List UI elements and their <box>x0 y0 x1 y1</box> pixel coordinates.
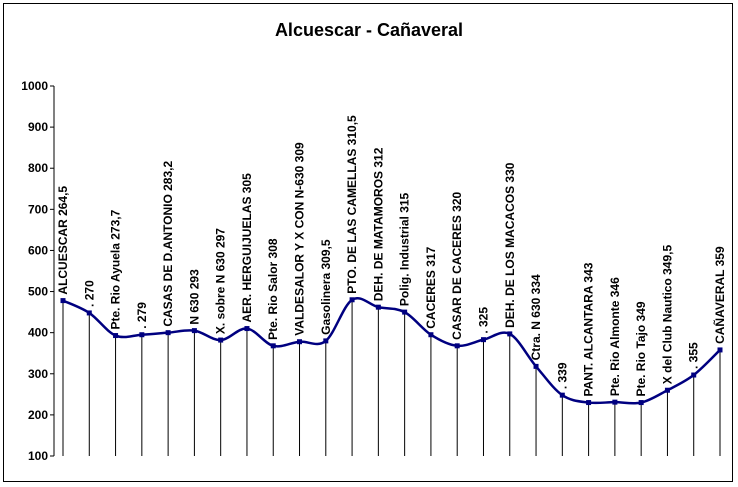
point-label: Pte. Rio Ayuela 273,7 <box>109 209 123 329</box>
data-point-marker <box>691 372 697 378</box>
point-label: Gasolinera 309,5 <box>319 239 333 335</box>
point-label: X. sobre N 630 297 <box>214 228 228 334</box>
point-label: . 325 <box>476 307 490 334</box>
point-label: DEH. DE MATAMOROS 312 <box>371 147 385 301</box>
point-label: . 270 <box>82 280 96 307</box>
data-point-marker <box>191 328 197 334</box>
point-label: Pte. Rio Tajo 349 <box>634 301 648 396</box>
data-point-marker <box>113 333 119 339</box>
point-label: CACERES 317 <box>424 246 438 328</box>
data-point-marker <box>480 337 486 343</box>
y-tick-label: 100 <box>28 449 48 463</box>
point-label: CAÑAVERAL 359 <box>712 246 727 344</box>
point-label: ALCUESCAR 264,5 <box>56 186 70 295</box>
data-point-marker <box>454 343 460 349</box>
point-label: . 279 <box>135 302 149 329</box>
data-point-marker <box>638 400 644 406</box>
drop-lines <box>62 299 721 456</box>
point-label: . 355 <box>687 342 701 369</box>
data-point-marker <box>375 304 381 310</box>
data-point-marker <box>86 310 92 316</box>
data-point-marker <box>612 399 618 405</box>
point-label: X del Club Nautico 349,5 <box>660 245 674 385</box>
data-point-marker <box>349 297 355 303</box>
data-point-marker <box>60 298 66 304</box>
data-point-marker <box>139 332 145 338</box>
point-label: Pte. Rio Salor 308 <box>266 238 280 340</box>
data-point-marker <box>533 363 539 369</box>
y-axis: 100 200 300 400 500 600 700 800 900 1000 <box>21 79 55 463</box>
y-tick-label: 600 <box>28 243 48 257</box>
point-label: Ctra. N 630 334 <box>529 274 543 360</box>
data-point-marker <box>717 347 723 353</box>
data-point-marker <box>165 330 171 336</box>
data-point-marker <box>270 343 276 349</box>
point-label: PTO. DE LAS CAMELLAS 310,5 <box>345 115 359 294</box>
data-point-marker <box>586 400 592 406</box>
data-point-marker <box>323 338 329 344</box>
data-point-marker <box>402 309 408 315</box>
point-label: VALDESALOR Y X CON N-630 309 <box>293 142 307 336</box>
point-label: AER. HERGUIJUELAS 305 <box>240 173 254 323</box>
y-tick-label: 700 <box>28 202 48 216</box>
data-point-marker <box>507 331 513 337</box>
data-point-marker <box>244 326 250 332</box>
y-tick-label: 200 <box>28 408 48 422</box>
y-tick-label: 400 <box>28 326 48 340</box>
y-tick-label: 300 <box>28 367 48 381</box>
point-label: CASAR DE CACERES 320 <box>450 191 464 339</box>
data-point-marker <box>218 337 224 343</box>
data-point-marker <box>297 339 303 345</box>
y-tick-label: 900 <box>28 120 48 134</box>
y-tick-label: 1000 <box>21 79 48 93</box>
point-labels: ALCUESCAR 264,5 . 270 Pte. Rio Ayuela 273,… <box>56 115 727 397</box>
chart-title: Alcuescar - Cañaveral <box>274 20 464 40</box>
point-label: Polig. Industrial 315 <box>398 192 412 306</box>
point-markers <box>60 297 723 406</box>
point-label: DEH. DE LOS MACACOS 330 <box>503 162 517 328</box>
data-point-marker <box>428 332 434 338</box>
y-tick-label: 800 <box>28 161 48 175</box>
data-point-marker <box>559 392 565 398</box>
data-point-marker <box>664 387 670 393</box>
point-label: N 630 293 <box>187 269 201 325</box>
y-tick-label: 500 <box>28 285 48 299</box>
point-label: . 339 <box>555 362 569 389</box>
point-label: CASAS DE D.ANTONIO 283,2 <box>161 161 175 327</box>
point-label: Pte. Rio Almonte 346 <box>608 277 622 396</box>
point-label: PANT. ALCANTARA 343 <box>582 262 596 396</box>
